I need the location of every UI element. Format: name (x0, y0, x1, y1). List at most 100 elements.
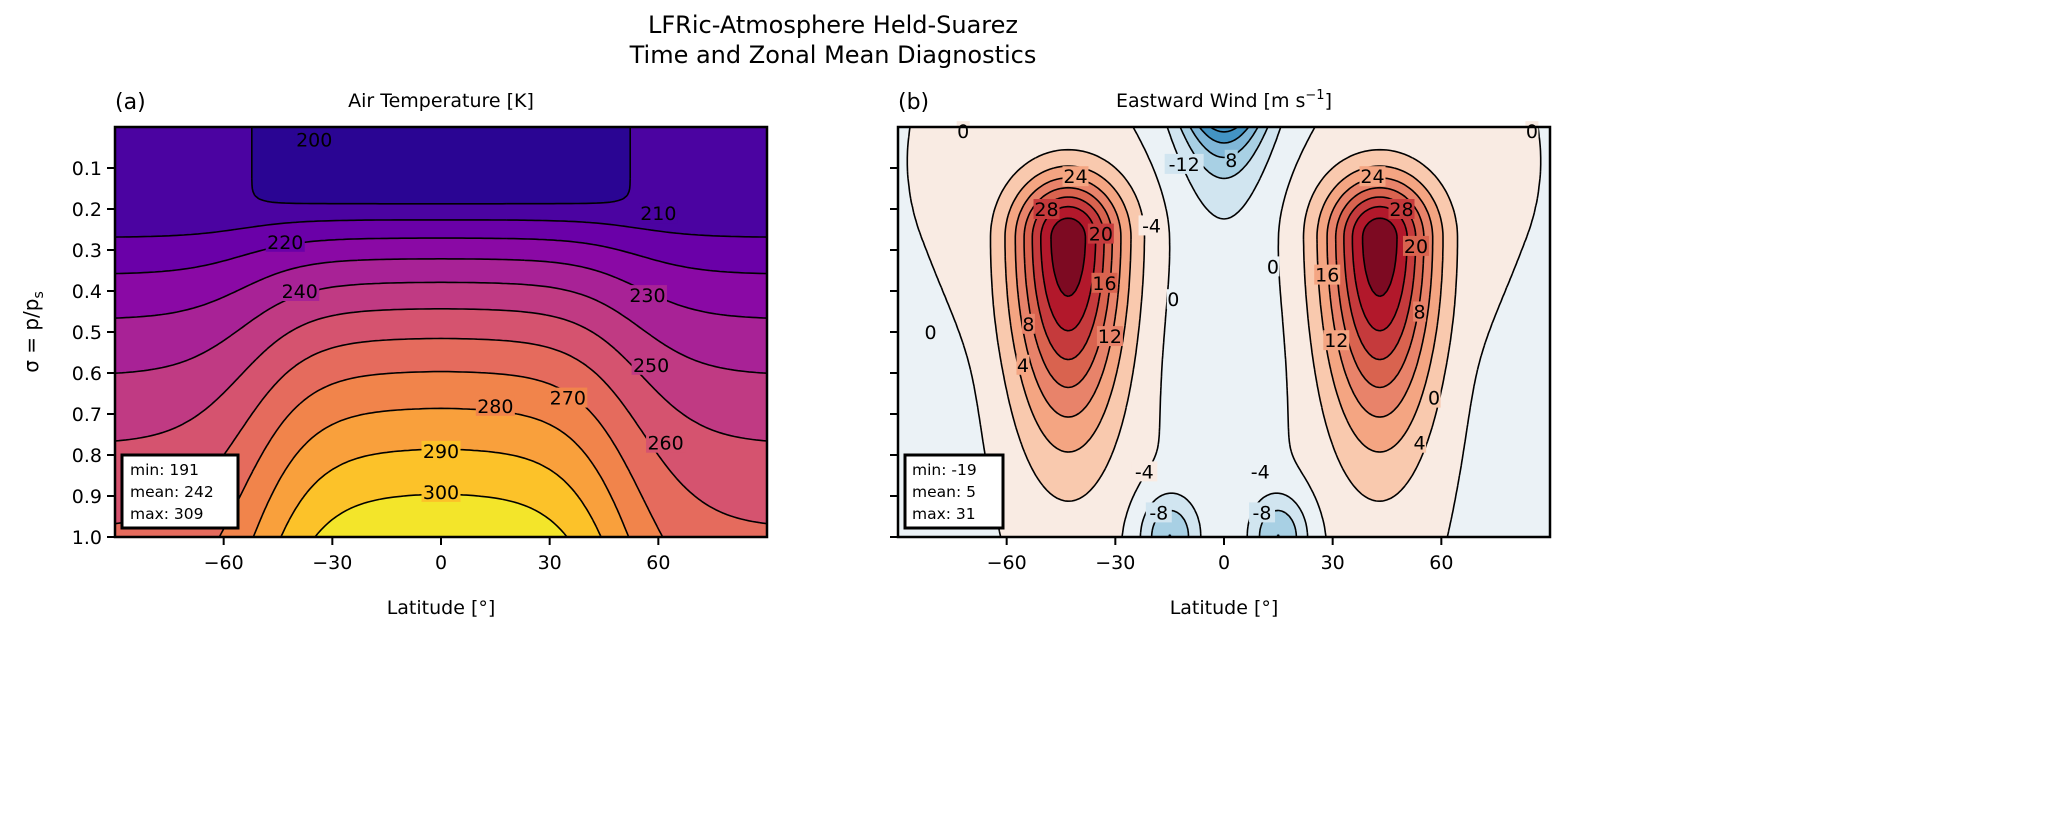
contour-label: 230 (629, 285, 665, 307)
contour-label: 20 (1404, 236, 1428, 258)
contour-label-bg (1016, 354, 1030, 375)
stats-mean: mean: 5 (912, 483, 976, 501)
contour-label-bg (294, 129, 334, 150)
contour-label: 0 (1526, 121, 1538, 143)
contour-label: 8 (1022, 314, 1034, 336)
contour-label: 200 (296, 129, 332, 151)
contour-line-210 (114, 219, 768, 238)
panel-b-x-label: Latitude [°] (1170, 597, 1279, 619)
figure-title-line1: LFRic-Atmosphere Held-Suarez (648, 11, 1018, 39)
contour-line-16 (1023, 186, 1425, 389)
panel-a-x-label: Latitude [°] (387, 597, 496, 619)
panel-b-stats-box: min: -19 mean: 5 max: 31 (903, 453, 1005, 530)
contour-label: 0 (957, 121, 969, 143)
contour-label: -8 (1253, 502, 1272, 524)
stats-max: max: 31 (912, 505, 976, 523)
y-tick-label: 0.3 (72, 240, 102, 262)
contour-line-270 (218, 370, 664, 538)
contour-label: 28 (1389, 199, 1413, 221)
contour-line--16 (1198, 126, 1250, 144)
contour-label: 24 (1063, 166, 1087, 188)
panel-a-stats-box: min: 191 mean: 242 max: 309 (120, 453, 240, 530)
contour-label: -12 (1169, 154, 1200, 176)
contour-line-12 (1014, 177, 1434, 418)
contour-label-bg (265, 231, 305, 252)
contour-label: 24 (1360, 166, 1384, 188)
contour-label-bg (1388, 199, 1415, 219)
x-tick-label: −60 (204, 552, 244, 574)
x-tick-label: 0 (1218, 552, 1230, 574)
contour-label: 270 (550, 388, 586, 410)
contour-label-bg (1166, 289, 1180, 310)
contour-label-bg (1402, 235, 1429, 256)
x-tick-label: 30 (538, 552, 562, 574)
contour-label: 240 (282, 281, 318, 303)
contour-label: 250 (633, 355, 669, 377)
contour-label-bg (627, 285, 667, 306)
x-tick-label: −60 (987, 552, 1027, 574)
contour-label: 16 (1092, 273, 1116, 295)
contour-label-bg (1266, 256, 1280, 277)
contour-line-20 (1031, 196, 1417, 361)
contour-label: -8 (1149, 502, 1168, 524)
contour-label: 300 (423, 482, 459, 504)
y-tick-label: 0.9 (72, 486, 102, 508)
contour-label-bg (1427, 387, 1441, 408)
y-tick-label: 0.4 (72, 281, 102, 303)
contour-label-bg (475, 395, 515, 416)
contour-label: 0 (925, 322, 937, 344)
contour-label: 260 (647, 433, 683, 455)
contour-line-28 (1050, 217, 1398, 298)
contour-line-8 (1004, 165, 1444, 453)
contour-label: 20 (1089, 224, 1113, 246)
contour-label: -4 (1142, 215, 1161, 237)
y-tick-label: 0.8 (72, 445, 102, 467)
contour-label: 8 (1414, 302, 1426, 324)
stats-box-frame (903, 453, 1005, 530)
stats-max: max: 309 (130, 505, 204, 523)
contour-label: 0 (1428, 388, 1440, 410)
contour-label: 12 (1324, 330, 1348, 352)
stats-min: min: -19 (912, 461, 977, 479)
wind-contour-fill (898, 127, 1550, 537)
x-tick-label: −30 (1095, 552, 1135, 574)
x-tick-label: 0 (435, 552, 447, 574)
contour-label-bg (1249, 502, 1276, 523)
figure-title-line2: Time and Zonal Mean Diagnostics (629, 41, 1037, 69)
contour-line-4 (989, 148, 1459, 502)
contour-label-bg (421, 481, 461, 502)
contour-line--4 (1139, 126, 1309, 538)
y-axis-label-main: σ = p/p (19, 299, 43, 373)
contour-label: 0 (1167, 289, 1179, 311)
contour-label: -4 (1135, 461, 1154, 483)
stats-box-frame (120, 453, 240, 530)
contour-label: 0 (1267, 256, 1279, 278)
contour-label: 8 (1225, 150, 1237, 172)
contour-label-bg (1131, 461, 1158, 482)
panel-b-title-end: ] (1325, 90, 1332, 112)
contour-label-bg (1164, 153, 1204, 174)
contour-label-bg (1138, 215, 1165, 236)
contour-label-bg (924, 322, 938, 342)
contour-label: 16 (1315, 265, 1339, 287)
y-tick-label: 1.0 (72, 527, 102, 549)
y-tick-label: 0.7 (72, 404, 102, 426)
contour-label: 290 (423, 441, 459, 463)
y-axis-label: σ = p/ps (19, 291, 47, 373)
contour-line--8 (1150, 126, 1298, 538)
panel-b-title-main: Eastward Wind [m s (1116, 90, 1305, 112)
y-tick-label: 0.1 (72, 158, 102, 180)
contour-line-250 (114, 308, 768, 442)
x-tick-label: 60 (646, 552, 670, 574)
panel-b-title-sup: −1 (1305, 88, 1324, 103)
contour-label-bg (638, 203, 678, 224)
contour-label-bg (1314, 264, 1341, 285)
contour-label-bg (280, 281, 320, 301)
contour-label-bg (646, 432, 686, 453)
contour-label-bg (1062, 166, 1089, 187)
contour-label-bg (1021, 313, 1035, 334)
contour-label: 12 (1098, 326, 1122, 348)
